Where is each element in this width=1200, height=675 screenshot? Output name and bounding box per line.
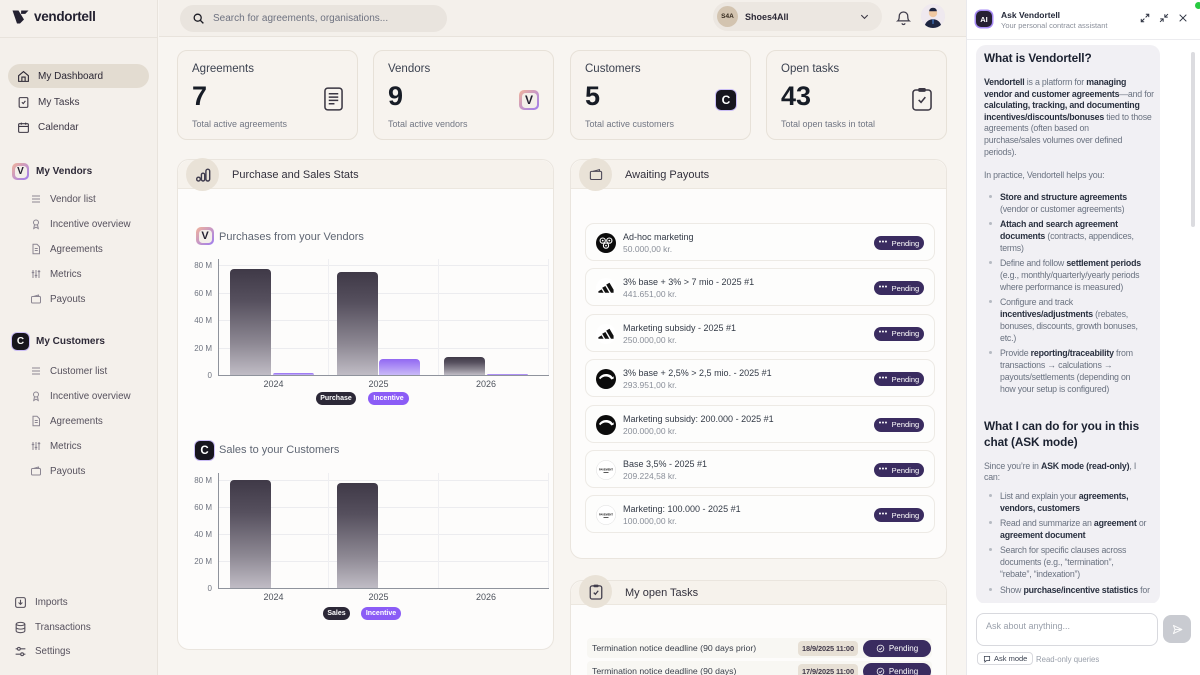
svg-text:PAVEMENT: PAVEMENT [599,513,613,517]
svg-text:PAVEMENT: PAVEMENT [599,468,613,472]
